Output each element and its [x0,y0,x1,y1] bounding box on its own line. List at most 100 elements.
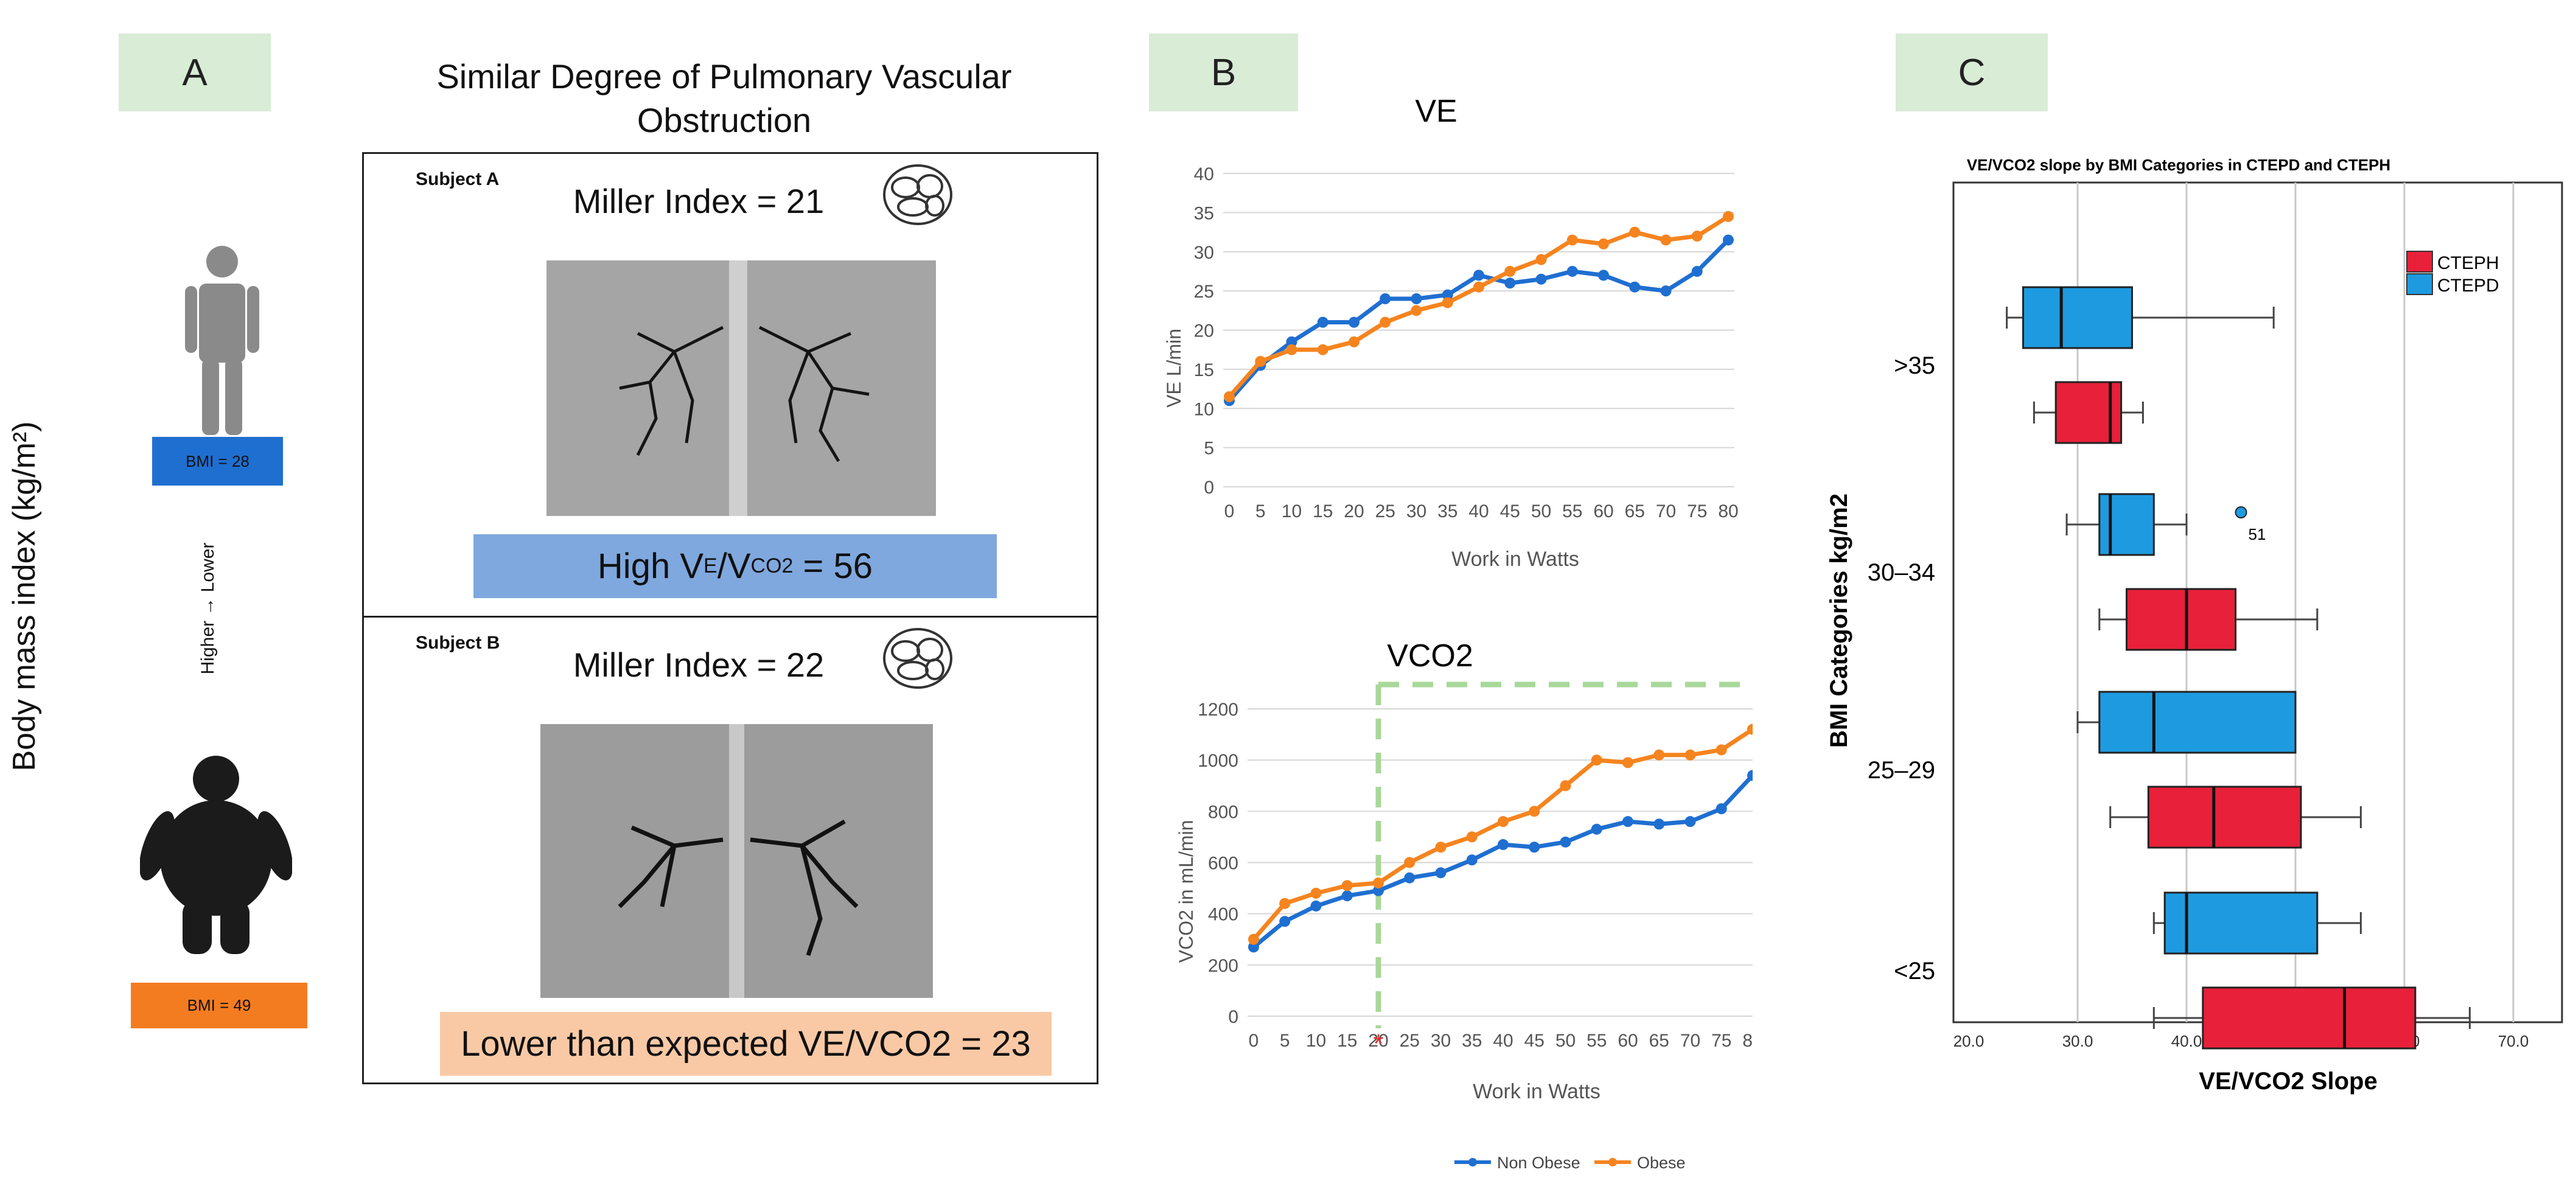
higher-lower-arrow-label: Higher → Lower [198,542,218,675]
vco2-point-obese [1560,780,1571,792]
vco2-x-tick-label: 35 [1462,1031,1482,1051]
boxplot-x-tick-label: 20.0 [1953,1032,1984,1050]
boxplot-box-ctepd [2098,493,2155,556]
vco2-x-axis-label: Work in Watts [1473,1080,1600,1103]
boxplot-x-tick-label: 30.0 [2062,1032,2093,1050]
vco2-point-non-obese [1404,872,1415,884]
ve-point-non-obese [1349,316,1360,328]
subject-b-banner: Lower than expected VE/VCO2 = 23 [440,1012,1052,1076]
vco2-point-obese [1310,888,1322,899]
subject-a-angiogram [546,260,936,516]
panel-a-title-line2: Obstruction [637,101,812,139]
vco2-point-non-obese [1529,842,1540,853]
ve-point-obese [1380,316,1391,328]
ve-x-axis-label: Work in Watts [1451,548,1579,571]
vco2-x-tick-label: 60 [1618,1031,1638,1051]
vco2-marker-asterisk: * [1373,1029,1383,1059]
vco2-x-tick-label: 25 [1400,1031,1420,1051]
ve-y-tick-label: 20 [1194,321,1214,341]
vco2-x-ticks: 0 5 10 15 20 25 30 35 40 45 50 55 60 65 70 75 80 [1249,1031,1753,1051]
ve-x-tick-label: 55 [1562,501,1582,521]
panel-a-title-line1: Similar Degree of Pulmonary Vascular [436,57,1012,96]
boxplot-x-tick-label: 70.0 [2498,1032,2529,1050]
thin-person-icon [185,246,259,435]
vco2-x-tick-label: 40 [1493,1031,1513,1051]
ve-point-obese [1566,234,1578,246]
panel-b-legend: Non Obese Obese [1454,1154,1686,1172]
ve-y-tick-label: 15 [1194,360,1214,380]
ve-x-tick-label: 45 [1500,501,1520,521]
vco2-point-obese [1716,744,1727,756]
ve-point-obese [1255,356,1266,367]
vco2-point-non-obese [1622,816,1633,828]
vco2-point-non-obese [1341,890,1353,902]
vco2-point-obese [1529,806,1540,817]
ve-point-obese [1723,211,1734,222]
vco2-point-non-obese [1747,770,1753,781]
ve-grid [1223,173,1734,487]
boxplot-outlier-ctepd [2235,506,2247,518]
clot-icon-b [883,628,952,689]
ve-point-non-obese [1317,316,1328,328]
subject-b-miller: Miller Index = 22 [573,646,825,684]
ve-point-non-obese [1411,293,1422,304]
subject-a-box: Subject A Miller Index = 21 High V E/V CO2… [362,152,1098,618]
vco2-chart: VCO2 0 200 400 600 800 1000 1200 0 5 10 15 20 25 30 3… [1175,638,1753,1103]
ve-point-obese [1411,305,1422,316]
boxplot-x-tick-label: 40.0 [2171,1032,2202,1050]
vco2-point-non-obese [1279,916,1291,927]
boxplot-box-cteph [2126,588,2237,651]
vco2-y-axis-label: VCO2 in mL/min [1175,820,1197,963]
vco2-x-tick-label: 10 [1306,1031,1326,1051]
vco2-x-tick-label: 20 [1368,1031,1388,1051]
vco2-point-non-obese [1684,816,1696,828]
ve-point-non-obese [1598,270,1609,281]
vco2-point-obese [1373,877,1384,889]
legend-ctepd-swatch [2406,273,2433,295]
vco2-x-tick-label: 0 [1249,1031,1259,1051]
vco2-threshold-marker: * [1373,681,1753,1059]
legend-ctepd-label: CTEPD [2437,276,2499,296]
ve-point-obese [1691,231,1703,242]
ve-point-non-obese [1660,285,1672,297]
vco2-point-obese [1435,842,1447,853]
boxplot-category-label: 25–29 [1868,757,1935,784]
ve-y-ticks: 0 5 10 15 20 25 30 35 40 [1194,164,1214,498]
vco2-point-obese [1466,831,1478,843]
boxplot-category-label: 30–34 [1868,559,1935,586]
vco2-x-tick-label: 30 [1431,1031,1451,1051]
ve-x-tick-label: 75 [1687,501,1707,521]
boxplot-category-label: >35 [1894,352,1935,379]
vco2-point-non-obese [1466,854,1478,866]
ve-x-tick-label: 0 [1224,501,1235,521]
boxplot-box-ctepd [2022,286,2133,349]
ve-x-tick-label: 35 [1437,501,1457,521]
legend-cteph-label: CTEPH [2437,253,2499,273]
vco2-y-tick-label: 600 [1208,854,1238,874]
vco2-point-non-obese [1653,818,1665,830]
ve-x-tick-label: 65 [1625,501,1645,521]
vco2-point-non-obese [1560,836,1571,848]
vco2-point-obese [1404,857,1415,868]
vco2-x-tick-label: 55 [1586,1031,1607,1051]
vco2-series-line-obese [1252,727,1753,941]
panel-a-letter: A [119,33,271,111]
vco2-point-obese [1653,749,1665,761]
ve-x-tick-label: 70 [1656,501,1676,521]
ve-x-tick-label: 25 [1375,501,1395,521]
boxplot-box-ctepd [2098,691,2297,754]
subject-a-label: Subject A [416,169,500,189]
ve-point-obese [1629,226,1641,238]
ve-y-tick-label: 0 [1204,478,1214,498]
vco2-point-obese [1341,880,1353,891]
ve-point-obese [1535,254,1547,265]
vco2-x-tick-label: 5 [1280,1031,1290,1051]
ve-point-obese [1598,238,1609,249]
vco2-point-obese [1591,755,1602,766]
boxplot-marks: 51 [2006,286,2471,1050]
vco2-point-non-obese [1591,823,1602,835]
vco2-point-non-obese [1373,885,1384,896]
ve-x-tick-label: 40 [1468,501,1489,521]
vco2-x-tick-label: 75 [1711,1031,1731,1051]
